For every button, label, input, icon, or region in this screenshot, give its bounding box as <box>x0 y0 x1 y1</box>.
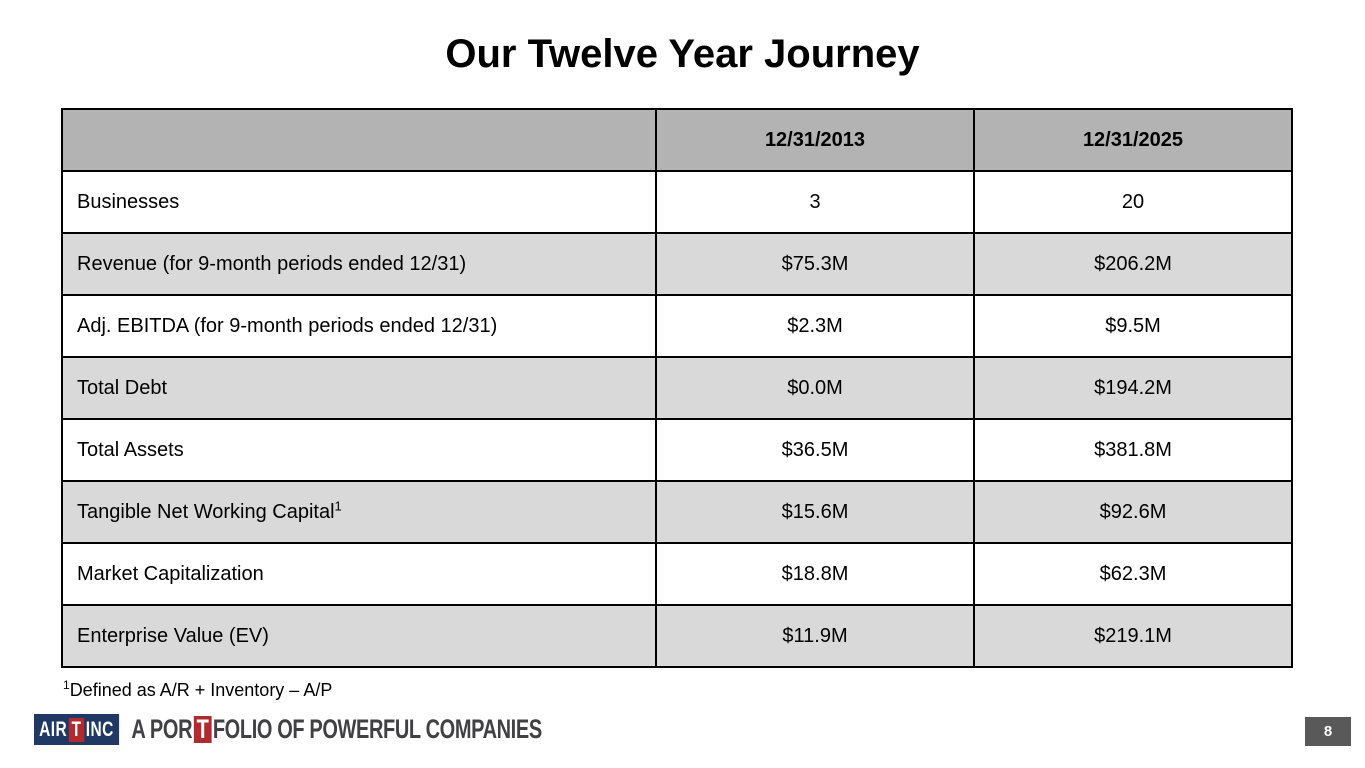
row-label: Adj. EBITDA (for 9-month periods ended 1… <box>61 294 657 358</box>
row-value-2013: $36.5M <box>655 418 975 482</box>
row-label: Enterprise Value (EV) <box>61 604 657 668</box>
logo-tagline: A POR T FOLIO OF POWERFUL COMPANIES <box>131 714 542 745</box>
page-number-badge: 8 <box>1305 717 1351 746</box>
row-label: Total Debt <box>61 356 657 420</box>
table-row: Adj. EBITDA (for 9-month periods ended 1… <box>61 294 1293 358</box>
footnote: 1Defined as A/R + Inventory – A/P <box>63 678 333 701</box>
table-row: Businesses 3 20 <box>61 170 1293 234</box>
row-label: Market Capitalization <box>61 542 657 606</box>
row-value-2013: $18.8M <box>655 542 975 606</box>
comparison-table-body: Businesses 3 20 Revenue (for 9-month per… <box>61 170 1293 668</box>
table-row: Tangible Net Working Capital1 $15.6M $92… <box>61 480 1293 544</box>
row-label: Revenue (for 9-month periods ended 12/31… <box>61 232 657 296</box>
header-empty-cell <box>61 108 657 172</box>
row-value-2013: 3 <box>655 170 975 234</box>
row-value-2025: $92.6M <box>973 480 1293 544</box>
row-value-2013: $11.9M <box>655 604 975 668</box>
logo-air: AIR <box>39 717 68 741</box>
row-value-2013: $0.0M <box>655 356 975 420</box>
table-row: Enterprise Value (EV) $11.9M $219.1M <box>61 604 1293 668</box>
table-header-row: 12/31/2013 12/31/2025 <box>61 108 1293 172</box>
logo-inc: INC <box>85 717 114 741</box>
row-value-2025: $62.3M <box>973 542 1293 606</box>
row-label: Tangible Net Working Capital1 <box>61 480 657 544</box>
footnote-text: Defined as A/R + Inventory – A/P <box>69 680 333 700</box>
header-col-2013: 12/31/2013 <box>655 108 975 172</box>
table-row: Revenue (for 9-month periods ended 12/31… <box>61 232 1293 296</box>
row-value-2025: 20 <box>973 170 1293 234</box>
page-title: Our Twelve Year Journey <box>445 32 920 76</box>
tagline-pre: A POR <box>131 714 193 744</box>
row-value-2013: $15.6M <box>655 480 975 544</box>
row-value-2025: $194.2M <box>973 356 1293 420</box>
table-row: Total Debt $0.0M $194.2M <box>61 356 1293 420</box>
row-value-2013: $75.3M <box>655 232 975 296</box>
table-row: Total Assets $36.5M $381.8M <box>61 418 1293 482</box>
row-value-2025: $219.1M <box>973 604 1293 668</box>
footnote-ref: 1 <box>334 497 342 513</box>
row-value-2025: $206.2M <box>973 232 1293 296</box>
logo-wordmark: AIR T INC <box>34 714 119 745</box>
tagline-t-mark: T <box>193 716 212 743</box>
row-value-2025: $381.8M <box>973 418 1293 482</box>
row-label: Businesses <box>61 170 657 234</box>
logo-t-mark: T <box>68 717 85 742</box>
tagline-post: FOLIO OF POWERFUL COMPANIES <box>212 714 542 744</box>
table-row: Market Capitalization $18.8M $62.3M <box>61 542 1293 606</box>
row-value-2025: $9.5M <box>973 294 1293 358</box>
row-value-2013: $2.3M <box>655 294 975 358</box>
company-logo: AIR T INC A POR T FOLIO OF POWERFUL COMPANIE… <box>34 714 542 745</box>
row-label: Total Assets <box>61 418 657 482</box>
header-col-2025: 12/31/2025 <box>973 108 1293 172</box>
footnote-sup: 1 <box>63 678 70 692</box>
comparison-table: 12/31/2013 12/31/2025 Businesses 3 20 Re… <box>61 108 1293 668</box>
